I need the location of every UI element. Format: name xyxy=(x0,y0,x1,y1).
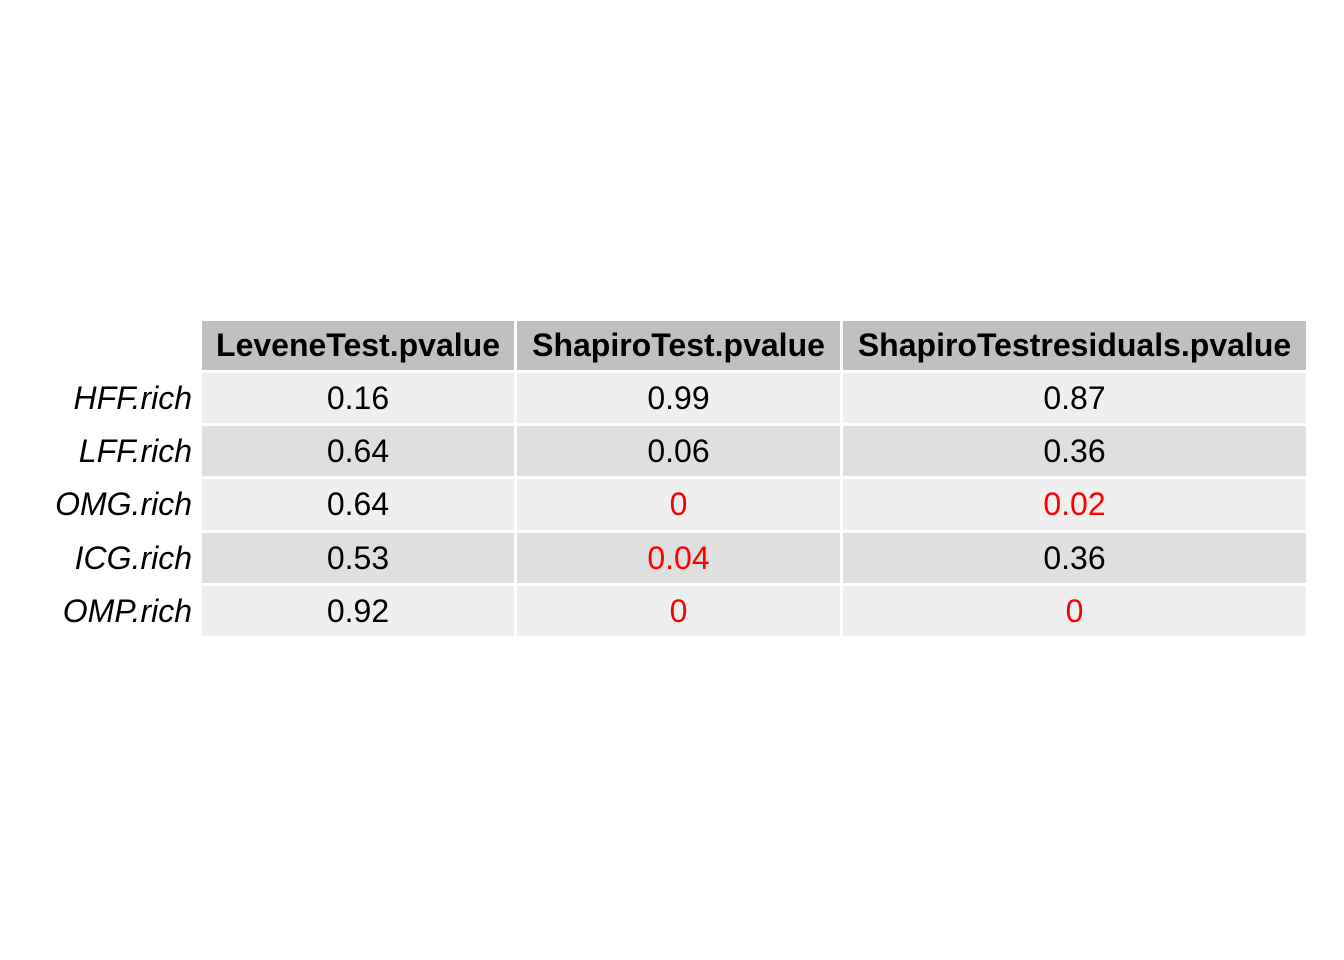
table-cell: 0.64 xyxy=(202,479,514,530)
table-cell: 0 xyxy=(517,479,840,530)
row-label: OMG.rich xyxy=(55,486,192,522)
table-cell: 0.36 xyxy=(843,426,1306,476)
table-cell: 0.64 xyxy=(202,426,514,476)
table-cell: 0.92 xyxy=(202,586,514,636)
table-cell: 0 xyxy=(843,586,1306,636)
table-cell: 0.06 xyxy=(517,426,840,476)
table-cell: 0.53 xyxy=(202,533,514,583)
table-cell: 0.99 xyxy=(517,373,840,423)
column-header: LeveneTest.pvalue xyxy=(202,321,514,370)
row-label: LFF.rich xyxy=(78,432,192,469)
table-cell: 0.04 xyxy=(517,533,840,583)
column-header: ShapiroTest.pvalue xyxy=(517,321,840,370)
table-cell: 0.36 xyxy=(843,533,1306,583)
row-label: ICG.rich xyxy=(74,539,192,576)
table-cell: 0.02 xyxy=(843,479,1306,530)
table-cell: 0.87 xyxy=(843,373,1306,423)
row-label: HFF.rich xyxy=(73,379,192,416)
table-cell: 0.16 xyxy=(202,373,514,423)
table-cell: 0 xyxy=(517,586,840,636)
column-header: ShapiroTestresiduals.pvalue xyxy=(843,321,1306,370)
row-label: OMP.rich xyxy=(62,592,192,629)
